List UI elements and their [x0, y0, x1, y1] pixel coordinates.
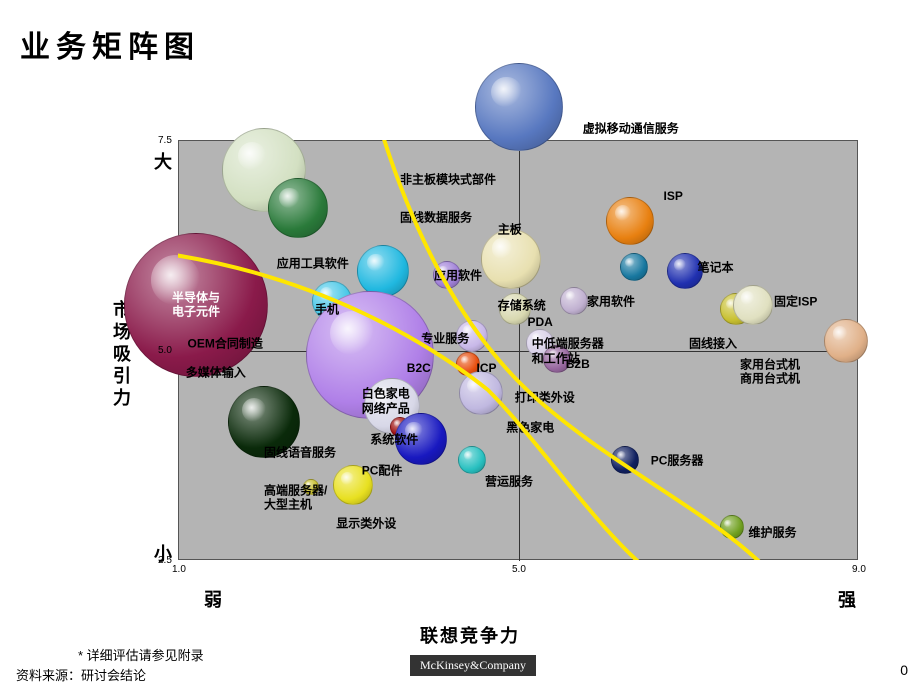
footnote-asterisk: * 详细评估请参见附录 — [78, 645, 204, 664]
data-label: 打印类外设 — [515, 389, 575, 406]
data-label: 营运服务 — [485, 473, 533, 490]
plot-area: 半导体与电子元件非主板模块式部件固线数据服务主板ISP虚拟移动通信服务应用工具软… — [178, 140, 858, 560]
x-tick: 1.0 — [172, 564, 186, 575]
mckinsey-logo: McKinsey&Company — [410, 655, 536, 676]
bubble-chart: 半导体与电子元件非主板模块式部件固线数据服务主板ISP虚拟移动通信服务应用工具软… — [178, 140, 858, 560]
footnote-source: 资料来源：研讨会结论 — [16, 665, 146, 684]
y-max-label: 大 — [154, 148, 172, 174]
bubble — [357, 245, 409, 297]
y-tick: 2.5 — [158, 555, 172, 566]
page-number: 0 — [900, 662, 908, 678]
bubble-label: 半导体与电子元件 — [172, 290, 220, 319]
bubble — [458, 446, 486, 474]
data-label: 多媒体输入 — [186, 364, 246, 381]
data-label: B2C — [407, 361, 431, 375]
data-label: 专业服务 — [421, 330, 469, 347]
bubble — [459, 371, 503, 415]
data-label: 固线语音服务 — [264, 443, 336, 460]
bubble — [560, 287, 588, 315]
data-label: 虚拟移动通信服务 — [583, 120, 679, 137]
data-label: PDA — [528, 315, 553, 329]
data-label: 固线数据服务 — [400, 208, 472, 225]
data-label: 主板 — [498, 221, 522, 238]
data-label: ICP — [477, 361, 497, 375]
data-label: ISP — [664, 189, 683, 203]
data-label: 手机 — [315, 301, 339, 318]
x-tick: 9.0 — [852, 564, 866, 575]
y-tick: 7.5 — [158, 135, 172, 146]
data-label: 笔记本 — [698, 259, 734, 276]
data-label: 应用工具软件 — [277, 254, 349, 271]
data-label: 大型主机 — [264, 495, 312, 512]
x-max-label: 强 — [838, 586, 856, 612]
data-label: OEM合同制造 — [188, 334, 263, 351]
bubble — [720, 515, 744, 539]
y-tick: 5.0 — [158, 345, 172, 356]
x-axis-title: 联想竞争力 — [420, 622, 520, 648]
slide-title: 业务矩阵图 — [20, 22, 200, 66]
data-label: 固定ISP — [774, 292, 817, 309]
data-label: PC配件 — [362, 462, 403, 479]
data-label: 维护服务 — [749, 523, 797, 540]
data-label: 显示类外设 — [336, 515, 396, 532]
data-label: 非主板模块式部件 — [400, 170, 496, 187]
data-label: 商用台式机 — [740, 369, 800, 386]
x-tick: 5.0 — [512, 564, 526, 575]
data-label: PC服务器 — [651, 452, 704, 469]
bubble — [620, 253, 648, 281]
bubble — [606, 197, 654, 245]
data-label: 黑色家电 — [506, 418, 554, 435]
data-label: 固线接入 — [689, 334, 737, 351]
bubble — [611, 446, 639, 474]
x-min-label: 弱 — [204, 586, 222, 612]
data-label: 网络产品 — [362, 400, 410, 417]
data-label: 系统软件 — [370, 431, 418, 448]
bubble — [475, 63, 563, 151]
bubble — [824, 319, 868, 363]
data-label: B2B — [566, 357, 590, 371]
bubble — [268, 178, 328, 238]
data-label: 应用软件 — [434, 267, 482, 284]
data-label: 家用软件 — [587, 292, 635, 309]
horizontal-axis-line — [179, 351, 859, 352]
bubble — [733, 285, 773, 325]
data-label: 存储系统 — [498, 296, 546, 313]
